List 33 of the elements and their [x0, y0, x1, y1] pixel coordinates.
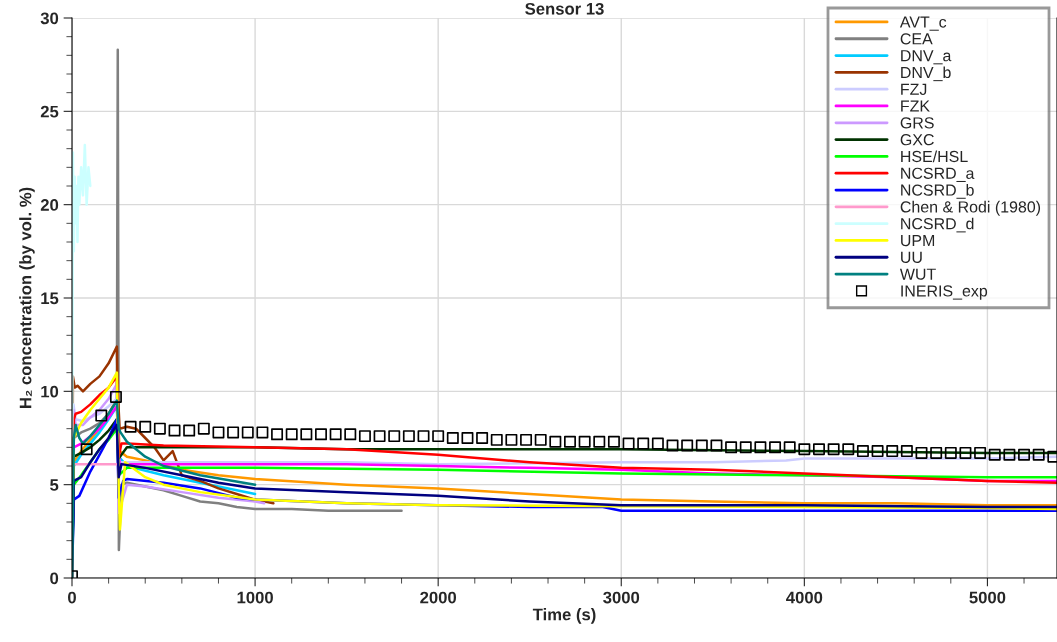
- legend-label: INERIS_exp: [901, 285, 988, 300]
- y-tick-label: 10: [41, 385, 59, 398]
- legend-label: AVT_c: [899, 16, 947, 31]
- legend-label: DNV_a: [901, 50, 952, 65]
- legend-label: UU: [901, 251, 922, 263]
- y-tick-label: 25: [40, 105, 59, 118]
- x-tick-label: 2000: [420, 591, 457, 604]
- x-tick-label: 0: [68, 591, 76, 604]
- legend-label: HSE/HSL: [901, 150, 968, 163]
- legend-label: FZK: [901, 100, 930, 112]
- y-tick-label: 30: [40, 12, 59, 25]
- y-tick-label: 15: [41, 292, 59, 305]
- y-tick-label: 5: [50, 479, 59, 491]
- legend-label: DNV_b: [901, 66, 951, 82]
- legend-label: GRS: [900, 117, 934, 129]
- legend-label: NCSRD_d: [901, 217, 974, 233]
- x-tick-label: 5000: [969, 591, 1006, 604]
- legend-label: FZJ: [901, 83, 927, 95]
- legend-label: NCSRD_b: [901, 184, 974, 199]
- x-axis-title: Time (s): [532, 608, 596, 624]
- chart-title: Sensor 13: [525, 2, 604, 15]
- y-tick-label: 0: [50, 572, 59, 585]
- y-tick-label: 20: [40, 199, 59, 211]
- legend-label: UPM: [901, 235, 935, 247]
- x-tick-label: 4000: [786, 591, 823, 604]
- legend-label: WUT: [899, 268, 936, 280]
- legend-label: Chen & Rodi (1980): [900, 200, 1041, 216]
- x-tick-label: 1000: [237, 591, 273, 604]
- x-tick-label: 3000: [603, 591, 640, 604]
- legend-label: NCSRD_a: [901, 167, 975, 182]
- legend-label: CEA: [900, 33, 933, 45]
- legend-label: GXC: [900, 134, 934, 146]
- y-axis-title: H₂ concentration (by vol. %): [19, 187, 35, 408]
